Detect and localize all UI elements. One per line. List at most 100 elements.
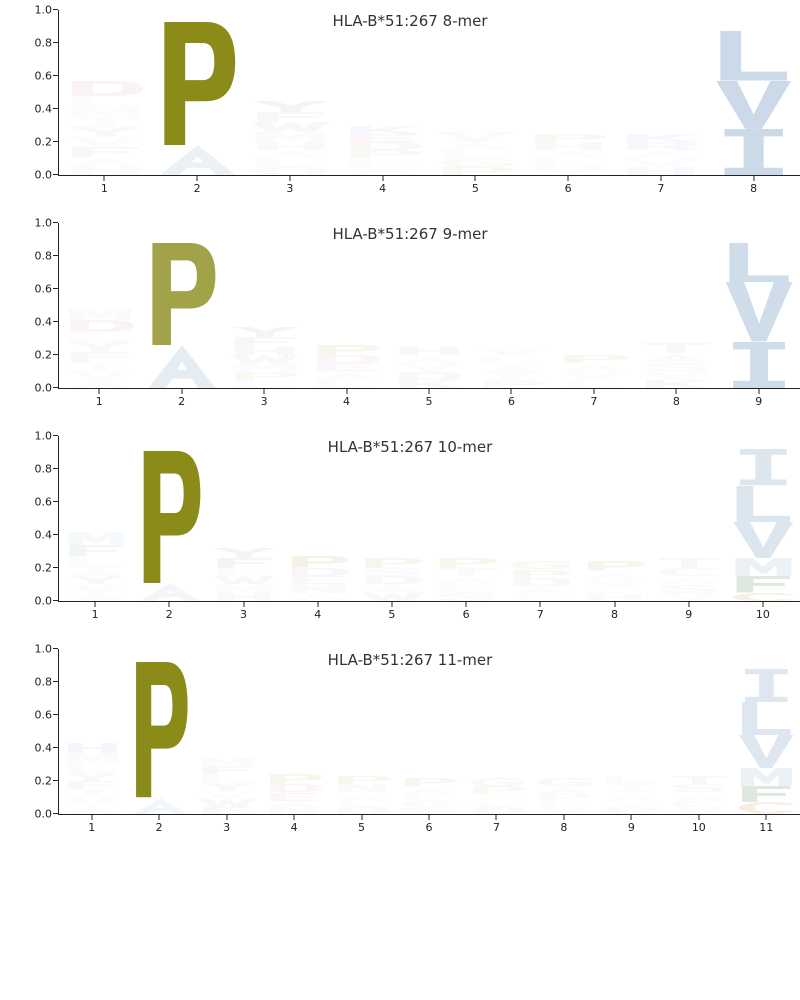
ytick-label: 0.2 bbox=[12, 349, 52, 362]
logo-letter bbox=[639, 353, 713, 363]
logo-letter bbox=[342, 167, 425, 175]
logo-letter bbox=[433, 558, 500, 568]
logo-letter bbox=[507, 578, 574, 586]
logo-letter bbox=[722, 282, 796, 341]
logo-column bbox=[581, 436, 648, 601]
xtick-label: 3 bbox=[261, 395, 268, 408]
logo-letter bbox=[581, 561, 648, 571]
logo-column bbox=[332, 649, 393, 814]
logo-letter bbox=[601, 784, 662, 792]
xtick-label: 1 bbox=[88, 821, 95, 834]
logo-letter bbox=[475, 381, 549, 388]
logo-letter bbox=[730, 558, 797, 576]
logo-letter bbox=[359, 585, 426, 593]
logo-letter bbox=[656, 593, 723, 601]
logo-letter bbox=[63, 545, 130, 557]
xtick-label: 2 bbox=[178, 395, 185, 408]
logo-letter bbox=[433, 593, 500, 601]
logo-letter bbox=[730, 522, 797, 558]
logo-letter bbox=[507, 570, 574, 578]
logo-letter bbox=[619, 159, 702, 167]
logo-letter bbox=[211, 576, 278, 584]
logo-letter bbox=[64, 117, 147, 127]
logo-letter bbox=[211, 568, 278, 576]
xtick-label: 8 bbox=[611, 608, 618, 621]
logo-letter bbox=[557, 363, 631, 371]
logo-letter bbox=[63, 362, 137, 372]
logo-letter bbox=[475, 357, 549, 365]
logo-column bbox=[145, 223, 219, 388]
xtick-label: 6 bbox=[565, 182, 572, 195]
logo-letter bbox=[656, 568, 723, 576]
logo-column bbox=[249, 10, 332, 175]
logo-column bbox=[434, 10, 517, 175]
xtick-label: 2 bbox=[156, 821, 163, 834]
logo-column bbox=[433, 436, 500, 601]
logo-letter bbox=[63, 532, 130, 545]
logo-letter bbox=[332, 801, 393, 808]
logo-letter bbox=[639, 343, 713, 353]
ytick-label: 0.4 bbox=[12, 529, 52, 542]
logo-letter bbox=[639, 380, 713, 388]
logo-letter bbox=[534, 794, 595, 801]
logo-letter bbox=[249, 167, 332, 175]
logo-letter bbox=[156, 145, 239, 175]
ytick-label: 0.4 bbox=[12, 742, 52, 755]
logo-letter bbox=[342, 134, 425, 142]
logo-column bbox=[619, 10, 702, 175]
xtick-mark bbox=[698, 815, 699, 820]
xtick-label: 8 bbox=[673, 395, 680, 408]
logo-letter bbox=[285, 576, 352, 584]
logo-letter bbox=[64, 81, 147, 96]
logo-letter bbox=[581, 594, 648, 601]
logo-letter bbox=[211, 593, 278, 601]
logo-letter bbox=[656, 585, 723, 593]
xtick-mark bbox=[758, 389, 759, 394]
logo-letter bbox=[63, 556, 130, 566]
logo-letter bbox=[736, 735, 797, 768]
logo-letter bbox=[467, 778, 528, 786]
logo-column bbox=[736, 649, 797, 814]
xtick-mark bbox=[226, 815, 227, 820]
logo-letter bbox=[669, 784, 730, 792]
xtick-mark bbox=[688, 602, 689, 607]
xtick-label: 3 bbox=[240, 608, 247, 621]
logo-letter bbox=[310, 363, 384, 371]
logo-column bbox=[285, 436, 352, 601]
xtick-label: 6 bbox=[463, 608, 470, 621]
xtick-mark bbox=[361, 815, 362, 820]
xtick-label: 6 bbox=[508, 395, 515, 408]
logo-letter bbox=[527, 134, 610, 142]
ytick-label: 0.6 bbox=[12, 283, 52, 296]
logo-letter bbox=[64, 127, 147, 137]
xtick-label: 5 bbox=[426, 395, 433, 408]
logo-letter bbox=[730, 486, 797, 522]
logo-letter bbox=[527, 159, 610, 167]
logo-letter bbox=[63, 380, 137, 388]
logo-letter bbox=[467, 807, 528, 814]
xtick-label: 7 bbox=[493, 821, 500, 834]
logo-letter bbox=[619, 134, 702, 142]
logo-letter bbox=[332, 807, 393, 814]
logo-panel: HLA-B*51:267 9-mer0.00.20.40.60.81.01234… bbox=[10, 223, 800, 416]
logo-letter bbox=[359, 576, 426, 584]
xtick-label: 7 bbox=[657, 182, 664, 195]
logo-letter bbox=[285, 556, 352, 568]
logo-column bbox=[62, 649, 123, 814]
logo-letter bbox=[639, 363, 713, 371]
xtick-label: 9 bbox=[685, 608, 692, 621]
logo-letter bbox=[399, 778, 460, 786]
logo-letter bbox=[557, 380, 631, 388]
logo-letter bbox=[527, 167, 610, 175]
xtick-mark bbox=[466, 602, 467, 607]
ytick-label: 1.0 bbox=[12, 217, 52, 230]
y-axis: 0.00.20.40.60.81.0 bbox=[10, 223, 58, 388]
logo-letter bbox=[64, 96, 147, 108]
xtick-mark bbox=[243, 602, 244, 607]
logo-letter bbox=[228, 372, 302, 380]
logo-letter bbox=[399, 794, 460, 801]
logo-letter bbox=[62, 743, 123, 753]
logo-letter bbox=[62, 789, 123, 797]
logo-letter bbox=[736, 702, 797, 735]
xtick-mark bbox=[631, 815, 632, 820]
